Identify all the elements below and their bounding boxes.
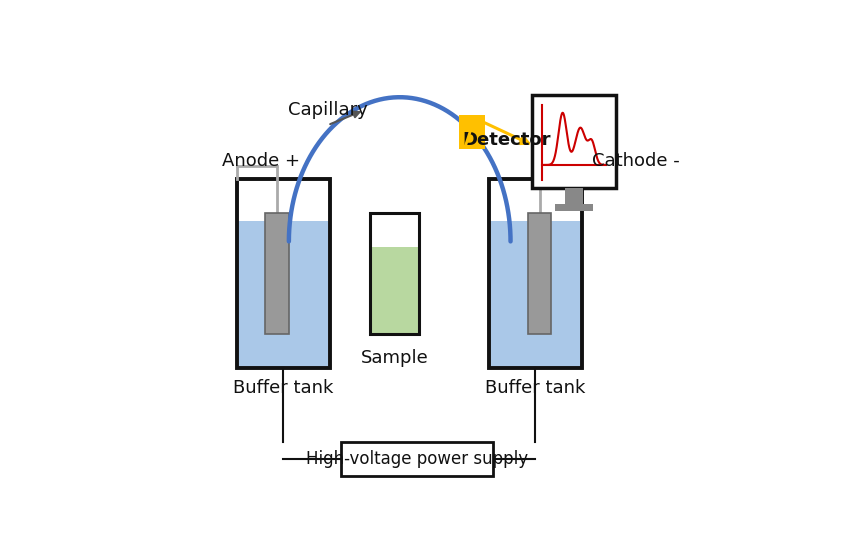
Bar [370, 247, 419, 334]
Bar [237, 221, 329, 368]
Bar [554, 204, 592, 211]
Bar [532, 95, 615, 188]
Bar [565, 188, 582, 204]
Bar [489, 179, 581, 368]
Text: Anode +: Anode + [222, 153, 300, 170]
Bar [528, 214, 551, 334]
Bar [489, 221, 581, 368]
Text: Detector: Detector [462, 131, 550, 149]
Bar [265, 214, 289, 334]
Text: Capillary: Capillary [288, 101, 367, 119]
Text: Buffer tank: Buffer tank [484, 379, 585, 397]
Bar [458, 115, 484, 149]
Text: Sample: Sample [360, 349, 428, 367]
Text: Cathode -: Cathode - [592, 153, 679, 170]
Bar [370, 214, 419, 334]
Bar [340, 442, 493, 476]
Bar [237, 179, 329, 368]
Text: High-voltage power supply: High-voltage power supply [306, 450, 528, 468]
Text: Buffer tank: Buffer tank [233, 379, 333, 397]
